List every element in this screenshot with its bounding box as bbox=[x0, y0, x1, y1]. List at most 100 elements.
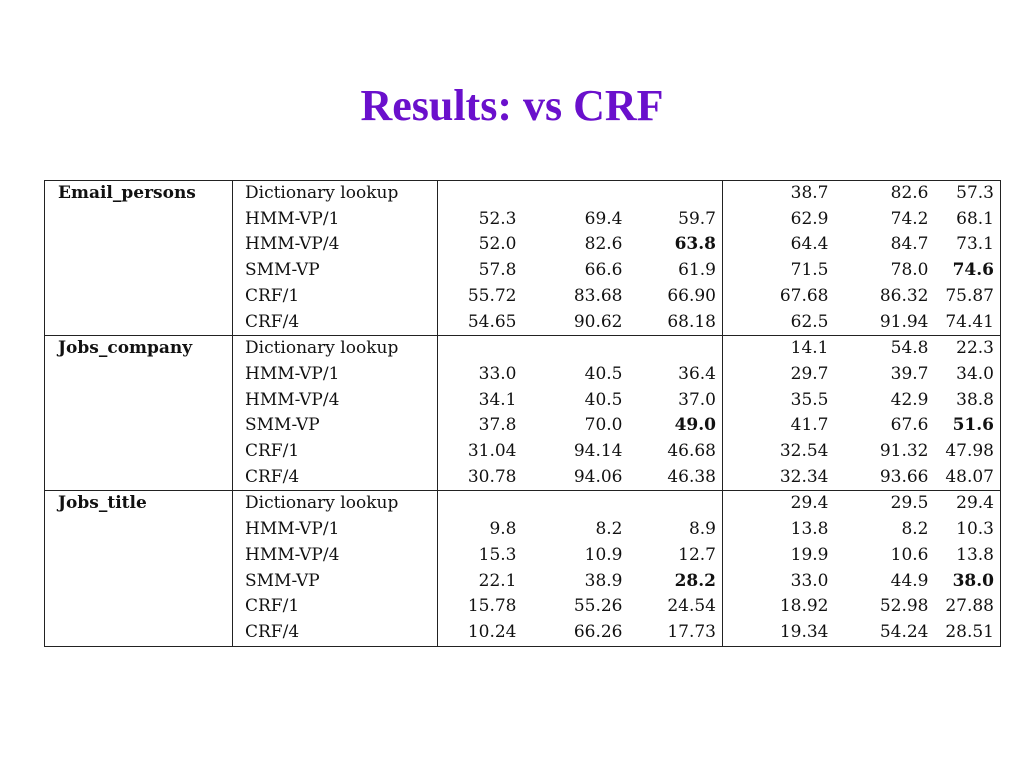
value-cell: 66.90 bbox=[628, 283, 723, 310]
value-cell: 90.62 bbox=[573, 311, 623, 332]
method-label: Dictionary lookup bbox=[232, 179, 438, 207]
value-cell: 74.41 bbox=[934, 309, 1001, 336]
value-cell: 42.9 bbox=[890, 389, 929, 410]
value-cell: 82.6 bbox=[584, 234, 623, 255]
value-cell bbox=[522, 179, 629, 207]
value-cell: 28.51 bbox=[934, 619, 1001, 647]
value-cell: 57.8 bbox=[478, 260, 517, 281]
table-row: HMM-VP/1 9.8 8.2 8.9 13.8 8.2 10.3 bbox=[45, 517, 1001, 543]
value-cell: 59.7 bbox=[628, 206, 723, 233]
value-cell: 47.98 bbox=[934, 439, 1001, 465]
method-label: HMM-VP/1 bbox=[232, 361, 438, 388]
table-row: CRF/1 31.04 94.14 46.68 32.54 91.32 47.98 bbox=[45, 439, 1001, 465]
value-cell: 19.9 bbox=[790, 544, 829, 565]
value-cell: 68.18 bbox=[628, 309, 723, 336]
value-cell: 38.8 bbox=[934, 387, 1001, 414]
table-row: HMM-VP/4 52.0 82.6 63.8 64.4 84.7 73.1 bbox=[45, 232, 1001, 259]
value-cell: 40.5 bbox=[584, 363, 623, 384]
value-cell: 94.14 bbox=[573, 441, 623, 462]
value-cell: 12.7 bbox=[628, 542, 723, 569]
results-table-body: Email_persons Dictionary lookup 38.7 82.6 57… bbox=[44, 179, 1001, 647]
method-label: HMM-VP/1 bbox=[232, 206, 438, 233]
method-label: CRF/1 bbox=[232, 283, 438, 310]
value-cell: 15.78 bbox=[467, 596, 517, 617]
method-label: Dictionary lookup bbox=[232, 490, 438, 518]
method-label: CRF/1 bbox=[232, 594, 438, 620]
value-cell: 29.4 bbox=[934, 490, 1001, 518]
value-cell: 52.0 bbox=[478, 234, 517, 255]
value-cell: 52.3 bbox=[478, 208, 517, 229]
method-label: CRF/4 bbox=[232, 309, 438, 336]
results-table: Email_persons Dictionary lookup 38.7 82.6 57… bbox=[44, 179, 1001, 647]
value-cell: 13.8 bbox=[790, 519, 829, 540]
value-cell: 10.3 bbox=[934, 517, 1001, 543]
value-cell: 51.6 bbox=[934, 413, 1001, 440]
value-cell: 74.2 bbox=[890, 208, 929, 229]
value-cell: 70.0 bbox=[584, 415, 623, 436]
value-cell: 78.0 bbox=[890, 260, 929, 281]
value-cell: 31.04 bbox=[467, 441, 517, 462]
value-cell bbox=[628, 490, 723, 518]
value-cell: 10.6 bbox=[890, 544, 929, 565]
value-cell: 29.5 bbox=[834, 490, 935, 518]
method-label: SMM-VP bbox=[232, 568, 438, 595]
slide-title: Results: vs CRF bbox=[360, 81, 664, 130]
value-cell: 38.7 bbox=[722, 179, 835, 207]
value-cell: 67.68 bbox=[779, 285, 829, 306]
value-cell: 73.1 bbox=[934, 232, 1001, 259]
value-cell: 40.5 bbox=[584, 389, 623, 410]
value-cell: 91.32 bbox=[879, 441, 929, 462]
value-cell: 27.88 bbox=[934, 594, 1001, 620]
table-row: SMM-VP 22.1 38.9 28.2 33.0 44.9 38.0 bbox=[45, 568, 1001, 595]
value-cell: 49.0 bbox=[628, 413, 723, 440]
value-cell: 36.4 bbox=[628, 361, 723, 388]
method-label: CRF/4 bbox=[232, 619, 438, 647]
value-cell: 9.8 bbox=[489, 519, 517, 540]
group-label: Email_persons bbox=[44, 179, 233, 337]
value-cell: 68.1 bbox=[934, 206, 1001, 233]
value-cell: 82.6 bbox=[834, 179, 935, 207]
group-label: Jobs_company bbox=[44, 335, 233, 492]
value-cell: 93.66 bbox=[879, 466, 929, 487]
value-cell: 10.9 bbox=[584, 544, 623, 565]
value-cell: 69.4 bbox=[584, 208, 623, 229]
value-cell: 54.65 bbox=[467, 311, 517, 332]
value-cell: 67.6 bbox=[890, 415, 929, 436]
value-cell: 17.73 bbox=[628, 619, 723, 647]
value-cell: 30.78 bbox=[467, 466, 517, 487]
value-cell: 75.87 bbox=[934, 283, 1001, 310]
value-cell: 38.9 bbox=[584, 570, 623, 591]
value-cell: 10.24 bbox=[437, 619, 523, 647]
table-row: SMM-VP 37.8 70.0 49.0 41.7 67.6 51.6 bbox=[45, 413, 1001, 440]
value-cell: 38.0 bbox=[934, 568, 1001, 595]
table-row: Email_persons Dictionary lookup 38.7 82.6 57… bbox=[44, 179, 1001, 337]
value-cell: 57.3 bbox=[934, 179, 1001, 207]
value-cell bbox=[522, 335, 629, 362]
value-cell: 63.8 bbox=[628, 232, 723, 259]
table-row: Jobs_company Dictionary lookup 14.1 54.8 22.… bbox=[44, 335, 1001, 492]
value-cell: 84.7 bbox=[890, 234, 929, 255]
value-cell: 37.0 bbox=[628, 387, 723, 414]
value-cell bbox=[437, 490, 523, 518]
method-label: HMM-VP/1 bbox=[232, 517, 438, 543]
value-cell: 74.6 bbox=[934, 258, 1001, 284]
table-row: SMM-VP 57.8 66.6 61.9 71.5 78.0 74.6 bbox=[45, 258, 1001, 284]
value-cell: 13.8 bbox=[934, 542, 1001, 569]
value-cell bbox=[437, 335, 523, 362]
method-label: HMM-VP/4 bbox=[232, 232, 438, 259]
value-cell: 8.2 bbox=[901, 519, 929, 540]
value-cell: 66.26 bbox=[522, 619, 629, 647]
group-label: Jobs_title bbox=[44, 490, 233, 647]
value-cell bbox=[522, 490, 629, 518]
table-row: HMM-VP/1 33.0 40.5 36.4 29.7 39.7 34.0 bbox=[45, 361, 1001, 388]
value-cell: 34.1 bbox=[478, 389, 517, 410]
value-cell: 32.54 bbox=[779, 441, 829, 462]
value-cell: 71.5 bbox=[790, 260, 829, 281]
value-cell: 61.9 bbox=[628, 258, 723, 284]
value-cell: 62.5 bbox=[790, 311, 829, 332]
value-cell: 37.8 bbox=[478, 415, 517, 436]
value-cell: 8.2 bbox=[595, 519, 623, 540]
table-row: HMM-VP/4 34.1 40.5 37.0 35.5 42.9 38.8 bbox=[45, 387, 1001, 414]
value-cell: 18.92 bbox=[779, 596, 829, 617]
value-cell: 62.9 bbox=[790, 208, 829, 229]
